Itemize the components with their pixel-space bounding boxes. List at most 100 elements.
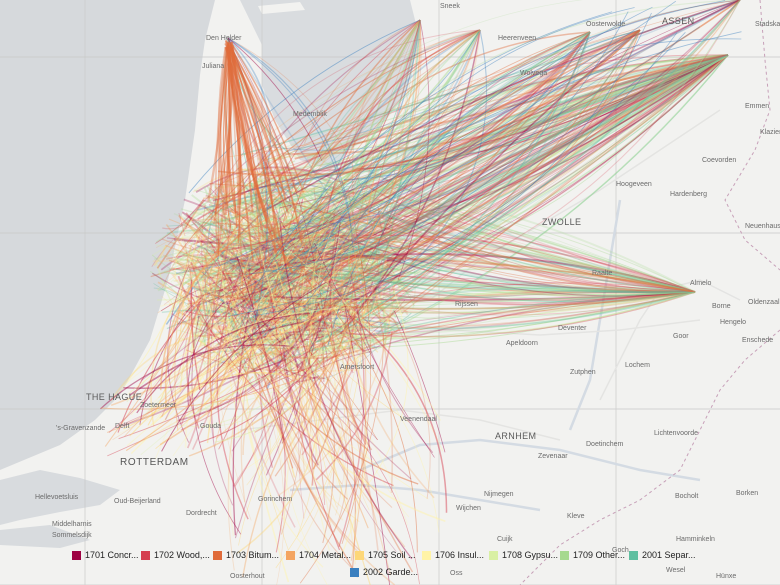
flow-line (311, 325, 331, 345)
flow-line (159, 256, 289, 307)
flow-line (271, 54, 729, 257)
flow-line (230, 250, 254, 387)
flow-line (361, 54, 729, 198)
flow-line (293, 54, 729, 300)
flow-line (301, 236, 369, 266)
flow-line (323, 54, 729, 233)
flow-line (333, 245, 387, 273)
flow-line (363, 202, 375, 206)
legend-item[interactable]: 1705 Soil ... (355, 550, 416, 560)
flow-line (288, 303, 383, 386)
flow-line (251, 215, 330, 325)
flow-line (207, 54, 729, 216)
flow-line (294, 252, 354, 272)
flow-line (345, 291, 696, 320)
flow-line (263, 229, 329, 245)
place-label: Lichtenvoorde (654, 430, 698, 437)
legend-item[interactable]: 1702 Wood,... (141, 550, 210, 560)
place-label: Stadskanaal (755, 21, 780, 28)
legend-item[interactable]: 1701 Concr... (72, 550, 139, 560)
place-label: Klazienaveen (760, 129, 780, 136)
flow-line (180, 293, 327, 324)
flow-line (201, 272, 379, 441)
flow-line (242, 260, 310, 297)
flow-line (193, 304, 244, 334)
flow-line (196, 271, 295, 324)
flow-line (229, 44, 254, 213)
flow-line (213, 284, 696, 315)
flow-line (299, 210, 395, 237)
legend-item[interactable]: 2002 Garde... (350, 567, 418, 577)
flow-line (283, 267, 316, 287)
flow-line (242, 54, 729, 269)
flow-line (294, 278, 349, 372)
flow-line (357, 262, 380, 271)
flow-line (218, 249, 285, 321)
flow-line (203, 239, 260, 346)
flow-line (197, 215, 278, 413)
flow-line (218, 0, 741, 278)
flow-line (288, 297, 317, 448)
flow-line (261, 234, 341, 337)
flow-line (227, 37, 272, 171)
flow-line (285, 240, 319, 258)
flow-line (208, 29, 641, 269)
flow-line (253, 205, 292, 328)
flow-line (273, 284, 373, 346)
flow-line (245, 225, 389, 259)
flow-line (355, 54, 729, 240)
flow-line (343, 259, 405, 317)
flow-line (170, 296, 219, 335)
flow-line (222, 29, 481, 289)
legend-item[interactable]: 1709 Other... (560, 550, 625, 560)
legend-item[interactable]: 1708 Gypsu... (489, 550, 558, 560)
flow-line (276, 370, 420, 585)
flow-line (225, 271, 405, 313)
flow-line (295, 317, 318, 537)
flow-line (386, 54, 729, 219)
flow-line (234, 29, 641, 230)
flow-line (261, 194, 380, 209)
legend-item[interactable]: 1703 Bitum... (213, 550, 279, 560)
flow-line (217, 46, 229, 257)
flow-line (283, 276, 357, 528)
flow-line (180, 208, 376, 254)
flow-line (251, 180, 277, 235)
flow-line (246, 275, 314, 486)
flow-line (205, 287, 239, 335)
flow-line (240, 324, 390, 334)
flow-line (106, 313, 246, 433)
flow-line (405, 224, 696, 293)
flow-line (284, 54, 729, 155)
flow-line (310, 190, 696, 293)
flow-line (200, 276, 354, 374)
legend-label: 1708 Gypsu... (502, 550, 559, 560)
legend-item[interactable]: 2001 Separ... (629, 550, 696, 560)
flow-line (274, 54, 729, 345)
place-label: Oldenzaal (748, 299, 780, 306)
flow-line (309, 241, 344, 251)
legend-item[interactable]: 1704 Metal... (286, 550, 351, 560)
flow-line (249, 290, 374, 425)
flow-line (281, 272, 310, 535)
flow-line (328, 188, 375, 303)
flow-line (260, 338, 278, 362)
flow-line (250, 182, 407, 273)
flow-line (156, 215, 347, 248)
flow-line (342, 255, 379, 305)
flow-line (298, 54, 729, 211)
flow-line (264, 162, 320, 276)
flow-line (110, 332, 204, 402)
flow-line (204, 268, 696, 293)
flow-line (296, 336, 342, 500)
place-label: THE HAGUE (86, 392, 142, 402)
flow-line (255, 234, 696, 293)
flow-line (278, 347, 353, 569)
flow-line (196, 259, 314, 380)
legend-item[interactable]: 1706 Insul... (422, 550, 484, 560)
flow-line (205, 196, 332, 208)
flow-line (362, 291, 696, 352)
flow-line (347, 19, 421, 269)
flow-line (237, 54, 729, 175)
